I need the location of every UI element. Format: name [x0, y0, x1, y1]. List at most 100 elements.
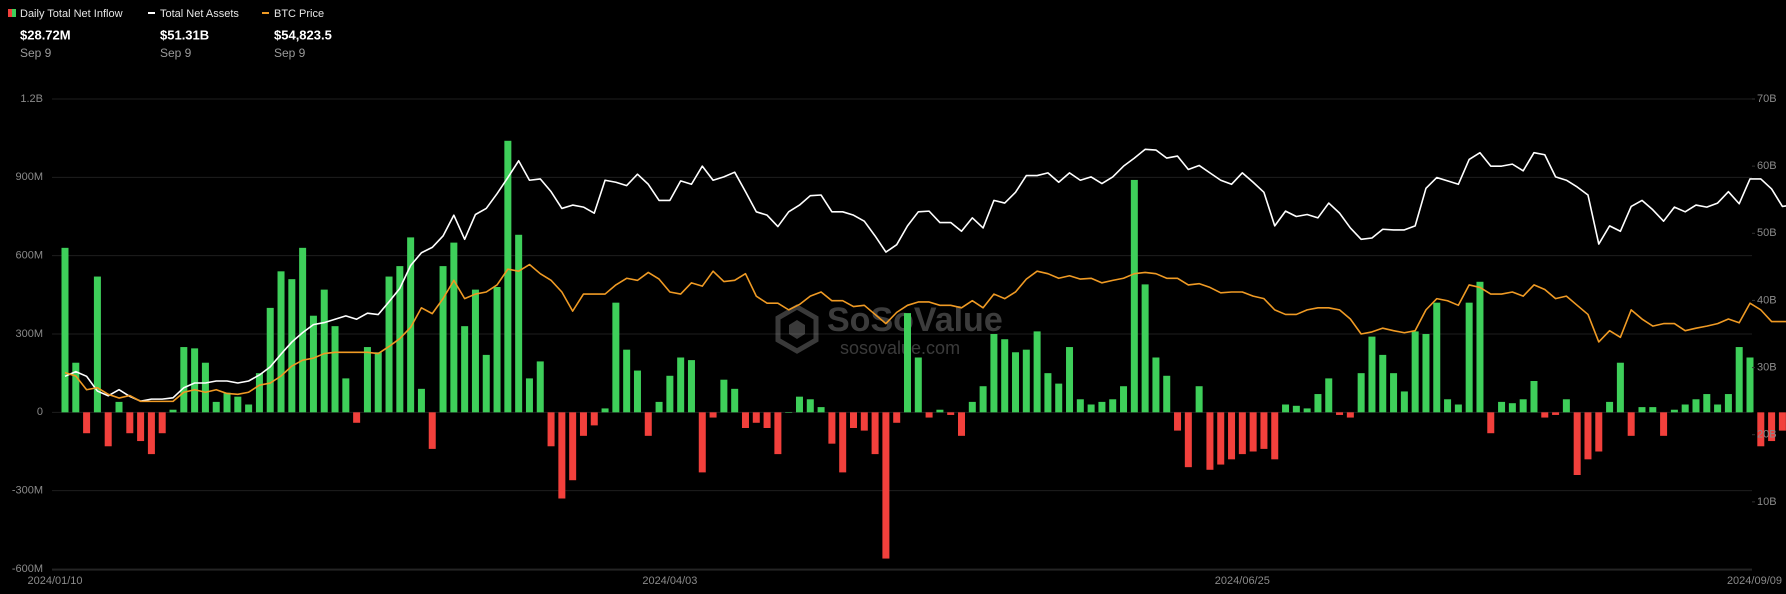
bar	[1325, 378, 1333, 413]
bar	[677, 357, 685, 413]
watermark-url: sosovalue.com	[840, 338, 960, 358]
bar	[839, 412, 847, 473]
bar	[666, 375, 674, 413]
bar	[1303, 408, 1311, 413]
bar	[1130, 179, 1138, 413]
bar	[504, 140, 512, 413]
bar	[1087, 404, 1095, 413]
bar	[147, 412, 155, 455]
bar	[115, 401, 123, 413]
bar	[1627, 412, 1635, 436]
legend-label: Total Net Assets	[160, 8, 239, 20]
bar	[1098, 401, 1106, 413]
bar	[1465, 302, 1473, 413]
bar	[1692, 399, 1700, 413]
legend-swatch	[8, 9, 12, 17]
bar	[644, 412, 652, 436]
bar	[795, 396, 803, 413]
bar	[288, 279, 296, 413]
bar	[1271, 412, 1279, 460]
legend-label: Daily Total Net Inflow	[20, 8, 123, 20]
bar	[1066, 347, 1074, 413]
watermark-logo	[775, 304, 819, 354]
bar	[806, 399, 814, 413]
bar	[1195, 386, 1203, 413]
bar	[828, 412, 836, 444]
bar	[515, 234, 523, 413]
bar	[871, 412, 879, 455]
bar	[633, 370, 641, 413]
bar	[363, 347, 371, 413]
bar	[1346, 412, 1354, 418]
bar	[1260, 412, 1268, 449]
bar	[1044, 373, 1052, 413]
x-tick-label: 2024/06/25	[1215, 575, 1270, 587]
watermark: SoSoValue sosovalue.com	[775, 301, 1003, 358]
x-tick-label: 2024/01/10	[27, 575, 82, 587]
line	[64, 263, 1786, 403]
y2-tick-label: 40B	[1757, 294, 1777, 306]
bar	[1217, 412, 1225, 465]
bar	[191, 348, 199, 413]
bar	[1508, 403, 1516, 413]
bar	[1584, 412, 1592, 460]
bar	[471, 289, 479, 413]
bar	[1638, 407, 1646, 413]
bar	[785, 412, 793, 413]
bar	[374, 352, 382, 413]
bar	[83, 412, 91, 434]
bar	[493, 287, 501, 413]
bar	[731, 388, 739, 413]
legend-swatch	[148, 12, 155, 14]
bar	[1541, 412, 1549, 418]
bar	[1379, 354, 1387, 413]
bar	[558, 412, 566, 499]
bar	[1778, 412, 1786, 431]
axes: 1.2B 900M 600M 300M 0 -300M -600M 70B 60B 50B 40B 3…	[12, 93, 1782, 587]
bar	[569, 412, 577, 481]
bar	[1573, 412, 1581, 475]
legend-label: BTC Price	[274, 8, 324, 20]
bar	[623, 349, 631, 413]
bar	[1357, 373, 1365, 413]
bar	[525, 378, 533, 413]
bar	[1076, 399, 1084, 413]
bar	[601, 408, 609, 413]
bar	[428, 412, 436, 449]
bar	[720, 379, 728, 413]
bar	[817, 407, 825, 413]
bar	[299, 247, 307, 413]
bar	[137, 412, 145, 442]
bar	[1141, 284, 1149, 413]
bar	[461, 326, 469, 413]
bar	[450, 242, 458, 413]
bar	[1238, 412, 1246, 455]
bar	[158, 412, 166, 434]
legend-date: Sep 9	[160, 46, 192, 60]
bar	[1400, 391, 1408, 413]
legend-value: $51.31B	[160, 27, 209, 42]
y-tick-label: 600M	[15, 250, 43, 262]
bar	[245, 404, 253, 413]
x-tick-label: 2024/04/03	[642, 575, 697, 587]
bar	[61, 247, 69, 413]
bar	[1012, 352, 1020, 413]
bar	[1476, 281, 1484, 413]
y2-tick-label: 30B	[1757, 361, 1777, 373]
y2-tick-label: 50B	[1757, 227, 1777, 239]
bar	[1390, 373, 1398, 413]
bar	[1660, 412, 1668, 436]
legend-value: $54,823.5	[274, 27, 332, 42]
bar	[223, 392, 231, 413]
bar	[849, 412, 857, 428]
bar	[93, 276, 101, 413]
bar	[309, 315, 317, 413]
bar	[979, 386, 987, 413]
bar	[201, 362, 209, 413]
bar	[1249, 412, 1257, 452]
bar	[1606, 401, 1614, 413]
y-tick-label: 1.2B	[20, 93, 43, 105]
bar	[1292, 405, 1300, 413]
bar	[1530, 381, 1538, 413]
bar	[914, 357, 922, 413]
